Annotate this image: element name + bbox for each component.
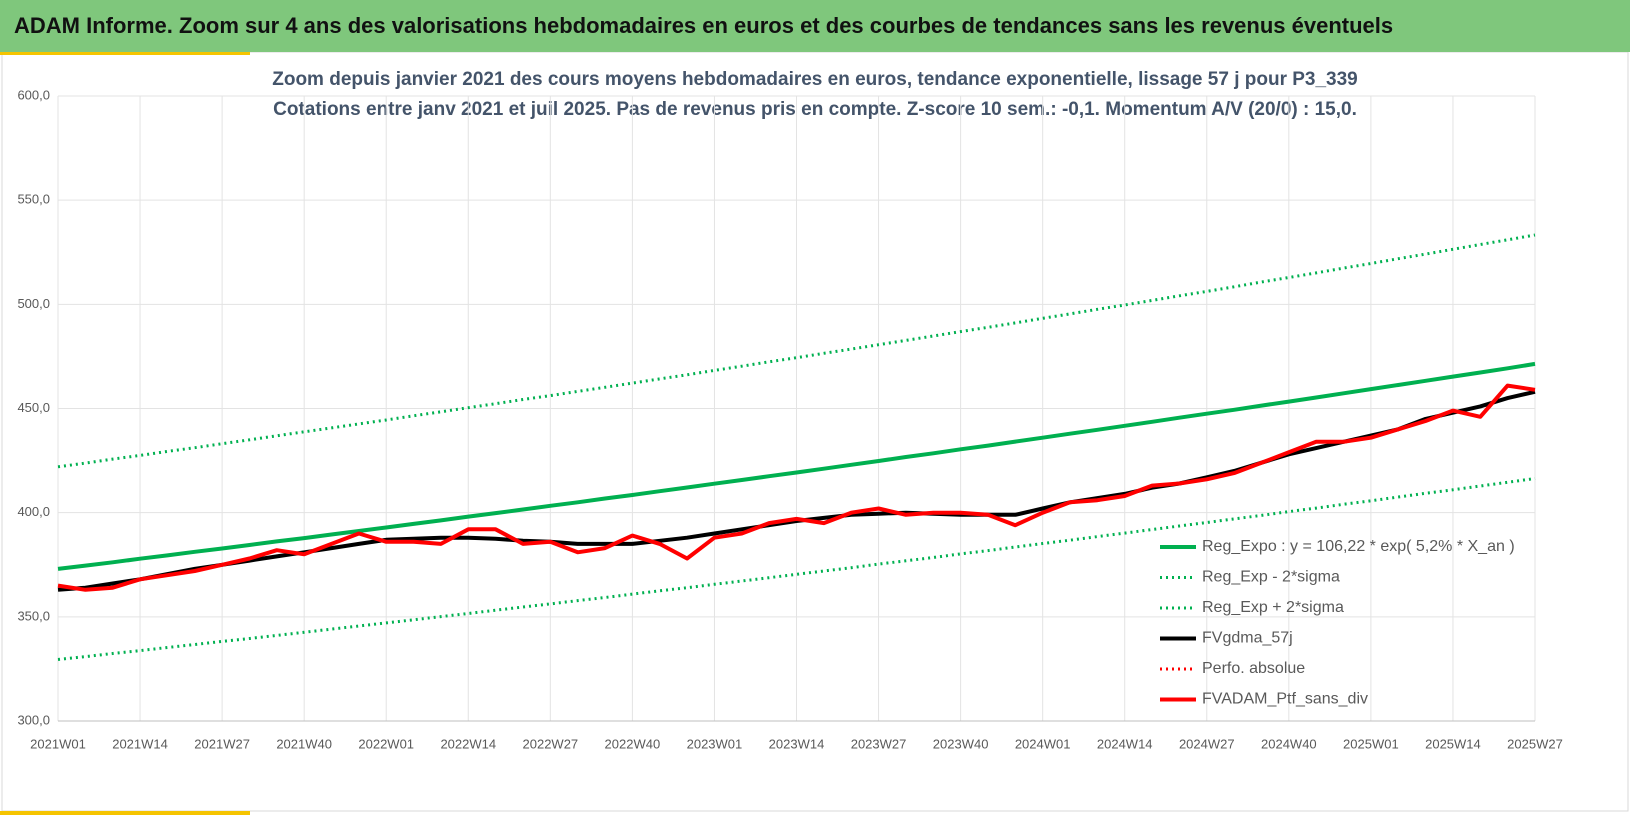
y-tick-label: 550,0	[17, 192, 50, 207]
x-tick-label: 2023W14	[769, 736, 825, 751]
series-line	[57, 383, 1536, 592]
y-tick-label: 600,0	[17, 87, 50, 102]
chart-frame	[1, 52, 1629, 812]
x-tick-label: 2021W14	[112, 736, 168, 751]
y-tick-label: 300,0	[17, 712, 50, 727]
x-tick-label: 2025W01	[1343, 736, 1399, 751]
x-tick-label: 2022W40	[605, 736, 661, 751]
x-tick-label: 2023W01	[687, 736, 743, 751]
legend-label: Reg_Exp + 2*sigma	[1202, 599, 1344, 616]
x-tick-label: 2021W01	[30, 736, 86, 751]
y-tick-label: 450,0	[17, 400, 50, 415]
x-tick-label: 2022W27	[523, 736, 579, 751]
header-band: ADAM Informe. Zoom sur 4 ans des valoris…	[0, 0, 1630, 52]
x-tick-label: 2022W01	[358, 736, 414, 751]
x-tick-label: 2021W27	[194, 736, 250, 751]
chart: Zoom depuis janvier 2021 des cours moyen…	[0, 52, 1629, 815]
y-tick-label: 500,0	[17, 296, 50, 311]
x-tick-label: 2024W27	[1179, 736, 1235, 751]
series-line	[57, 361, 1536, 571]
x-tick-label: 2021W40	[276, 736, 332, 751]
x-tick-label: 2023W40	[933, 736, 989, 751]
x-tick-label: 2024W01	[1015, 736, 1071, 751]
y-tick-label: 400,0	[17, 504, 50, 519]
legend-label: Reg_Exp - 2*sigma	[1202, 569, 1340, 586]
legend-label: FVgdma_57j	[1202, 630, 1293, 647]
y-tick-label: 350,0	[17, 608, 50, 623]
x-tick-label: 2024W14	[1097, 736, 1153, 751]
legend-label: Perfo. absolue	[1202, 660, 1305, 677]
chart-title: Zoom depuis janvier 2021 des cours moyen…	[272, 69, 1358, 90]
legend-label: FVADAM_Ptf_sans_div	[1202, 691, 1368, 708]
x-tick-label: 2025W14	[1425, 736, 1481, 751]
series-line	[57, 477, 1536, 661]
header-title: ADAM Informe. Zoom sur 4 ans des valoris…	[14, 13, 1394, 38]
x-tick-label: 2025W27	[1507, 736, 1563, 751]
x-tick-label: 2022W14	[440, 736, 496, 751]
x-tick-label: 2023W27	[851, 736, 907, 751]
x-tick-label: 2024W40	[1261, 736, 1317, 751]
legend-label: Reg_Expo : y = 106,22 * exp( 5,2% * X_an…	[1202, 538, 1515, 555]
chart-subtitle: Cotations entre janv 2021 et juil 2025. …	[273, 99, 1357, 120]
